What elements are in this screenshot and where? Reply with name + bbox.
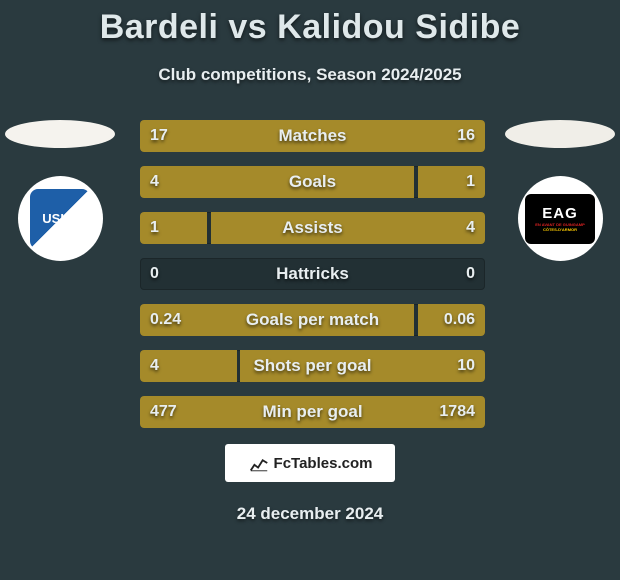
club-logo-right-inner: EAG EN AVANT DE GUINGAMP CÔTES-D'ARMOR (525, 194, 595, 244)
chart-icon (248, 452, 270, 474)
stat-row: Min per goal4771784 (140, 396, 485, 428)
stat-fill-left (140, 120, 485, 152)
club-abbr-right: EAG (542, 205, 578, 222)
player-left-color-ellipse (5, 120, 115, 148)
stat-fill-right (240, 350, 485, 382)
stat-row: Shots per goal410 (140, 350, 485, 382)
stat-fill-right (211, 212, 485, 244)
stat-value-left: 4 (150, 350, 159, 382)
club-sub2-right: CÔTES-D'ARMOR (543, 227, 577, 232)
stat-value-left: 477 (150, 396, 177, 428)
player-right-color-ellipse (505, 120, 615, 148)
stat-value-right: 0 (466, 258, 475, 290)
stats-bars: Matches1716Goals41Assists14Hattricks00Go… (140, 120, 485, 442)
stat-value-right: 0.06 (444, 304, 475, 336)
stat-fill-left (140, 396, 485, 428)
stat-value-left: 1 (150, 212, 159, 244)
date-text: 24 december 2024 (0, 504, 620, 524)
player-right-badge: EAG EN AVANT DE GUINGAMP CÔTES-D'ARMOR (500, 120, 620, 261)
stat-row: Goals41 (140, 166, 485, 198)
stat-row: Matches1716 (140, 120, 485, 152)
stat-value-left: 4 (150, 166, 159, 198)
stat-value-left: 0.24 (150, 304, 181, 336)
stat-row: Hattricks0 0 (140, 258, 485, 290)
stat-label: Hattricks (140, 258, 485, 290)
player-left-badge: USLD (0, 120, 120, 261)
club-logo-left-inner: USLD (30, 189, 90, 249)
stat-value-right: 16 (457, 120, 475, 152)
club-abbr-left: USLD (42, 211, 77, 226)
club-logo-left: USLD (18, 176, 103, 261)
subtitle: Club competitions, Season 2024/2025 (0, 65, 620, 85)
stat-value-right: 1784 (439, 396, 475, 428)
stat-fill-left (140, 166, 414, 198)
club-logo-right: EAG EN AVANT DE GUINGAMP CÔTES-D'ARMOR (518, 176, 603, 261)
footer-brand-logo: FcTables.com (225, 444, 395, 482)
footer-brand-text: FcTables.com (274, 455, 373, 472)
page-title: Bardeli vs Kalidou Sidibe (0, 0, 620, 47)
stat-value-left: 0 (150, 258, 159, 290)
stat-value-right: 1 (466, 166, 475, 198)
stat-row: Goals per match0.240.06 (140, 304, 485, 336)
stat-row: Assists14 (140, 212, 485, 244)
stat-value-right: 10 (457, 350, 475, 382)
stat-value-left: 17 (150, 120, 168, 152)
stat-value-right: 4 (466, 212, 475, 244)
